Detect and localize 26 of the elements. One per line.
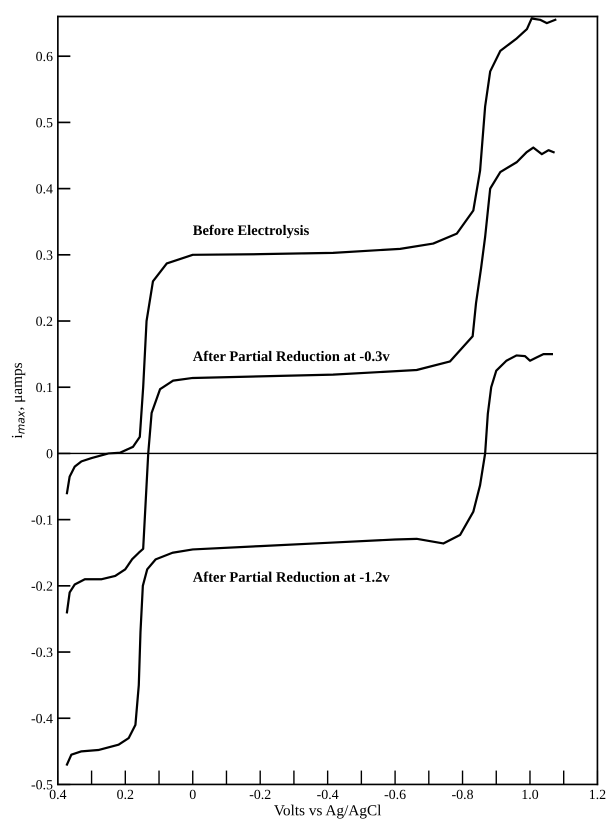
x-tick-label: 0.4 <box>50 790 66 800</box>
series-label: After Partial Reduction at -0.3v <box>192 350 390 362</box>
x-tick-label: -0.8 <box>452 790 473 800</box>
y-tick-label: 0.3 <box>36 250 52 260</box>
y-tick-label: -0.5 <box>32 780 52 790</box>
series-label: Before Electrolysis <box>192 224 309 238</box>
series-label: After Partial Reduction at -1.2v <box>192 571 390 582</box>
y-tick-label: 0.4 <box>36 184 53 194</box>
y-tick-label: 0.5 <box>36 118 52 128</box>
x-axis-title: Volts vs Ag/AgCl <box>274 804 382 819</box>
x-tick-label: 1.2 <box>590 790 606 800</box>
y-tick-label: -0.2 <box>32 581 52 591</box>
x-tick-label: 0 <box>190 790 196 800</box>
y-tick-label: 0 <box>46 449 52 458</box>
y-tick-label: 0.1 <box>36 382 52 392</box>
y-tick-label: 0.6 <box>36 52 53 62</box>
x-tick-label: -0.4 <box>317 790 338 800</box>
y-tick-label: -0.1 <box>32 515 52 525</box>
y-axis-title: i$_{max}$, μamps <box>12 362 26 438</box>
x-tick-label: 0.2 <box>117 790 134 800</box>
x-tick-label: -0.2 <box>250 790 270 800</box>
y-tick-label: -0.4 <box>32 714 53 724</box>
x-tick-label: -0.6 <box>384 790 406 800</box>
y-tick-label: 0.2 <box>36 316 52 326</box>
x-tick-label: 1.0 <box>522 790 538 800</box>
y-tick-label: -0.3 <box>32 648 52 658</box>
